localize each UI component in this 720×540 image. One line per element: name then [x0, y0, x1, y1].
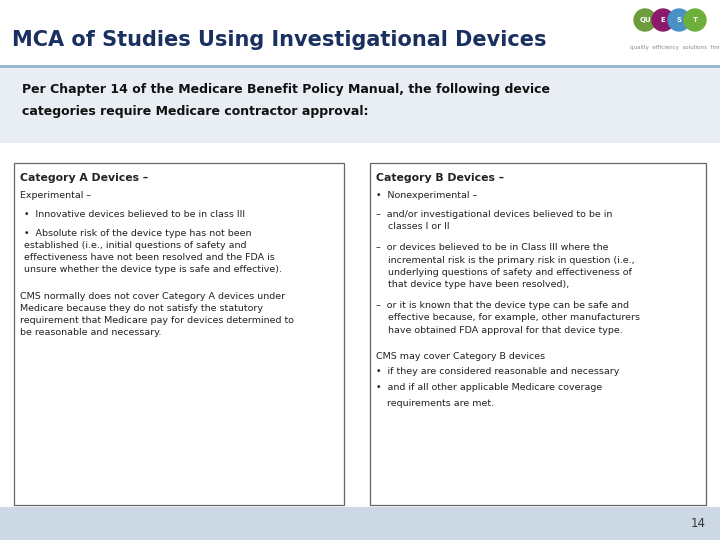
- Text: E: E: [661, 17, 665, 23]
- Text: requirements are met.: requirements are met.: [387, 399, 494, 408]
- Bar: [0, 143, 720, 163]
- Text: QU: QU: [639, 17, 651, 23]
- Text: Per Chapter 14 of the Medicare Benefit Policy Manual, the following device: Per Chapter 14 of the Medicare Benefit P…: [22, 84, 550, 97]
- Text: Category B Devices –: Category B Devices –: [376, 173, 504, 183]
- Bar: [0, 0, 720, 65]
- Text: T: T: [693, 17, 698, 23]
- Text: •  and if all other applicable Medicare coverage: • and if all other applicable Medicare c…: [376, 383, 602, 392]
- Bar: [0, 507, 720, 540]
- Text: •  Innovative devices believed to be in class III: • Innovative devices believed to be in c…: [24, 210, 245, 219]
- Text: •  Nonexperimental –: • Nonexperimental –: [376, 191, 477, 200]
- Text: –  or devices believed to be in Class III where the
    incremental risk is the : – or devices believed to be in Class III…: [376, 244, 634, 289]
- Text: •  if they are considered reasonable and necessary: • if they are considered reasonable and …: [376, 367, 619, 376]
- Text: Experimental –: Experimental –: [20, 191, 91, 200]
- Text: –  or it is known that the device type can be safe and
    effective because, fo: – or it is known that the device type ca…: [376, 301, 640, 335]
- Text: –  and/or investigational devices believed to be in
    classes I or II: – and/or investigational devices believe…: [376, 210, 613, 231]
- Bar: [14, 163, 344, 505]
- Text: Category A Devices –: Category A Devices –: [20, 173, 148, 183]
- Text: categories require Medicare contractor approval:: categories require Medicare contractor a…: [22, 105, 369, 118]
- Text: CMS normally does not cover Category A devices under
Medicare because they do no: CMS normally does not cover Category A d…: [20, 292, 294, 338]
- Circle shape: [652, 9, 674, 31]
- Circle shape: [668, 9, 690, 31]
- Text: •  Absolute risk of the device type has not been
established (i.e., initial ques: • Absolute risk of the device type has n…: [24, 229, 282, 274]
- Text: MCA of Studies Using Investigational Devices: MCA of Studies Using Investigational Dev…: [12, 30, 546, 50]
- Circle shape: [634, 9, 656, 31]
- Text: quality  efficiency  solutions  fmr: quality efficiency solutions fmr: [630, 44, 720, 50]
- Bar: [0, 65, 720, 68]
- Bar: [0, 68, 720, 143]
- Circle shape: [684, 9, 706, 31]
- Text: S: S: [677, 17, 682, 23]
- Bar: [370, 163, 706, 505]
- Text: CMS may cover Category B devices: CMS may cover Category B devices: [376, 352, 545, 361]
- Text: 14: 14: [691, 517, 706, 530]
